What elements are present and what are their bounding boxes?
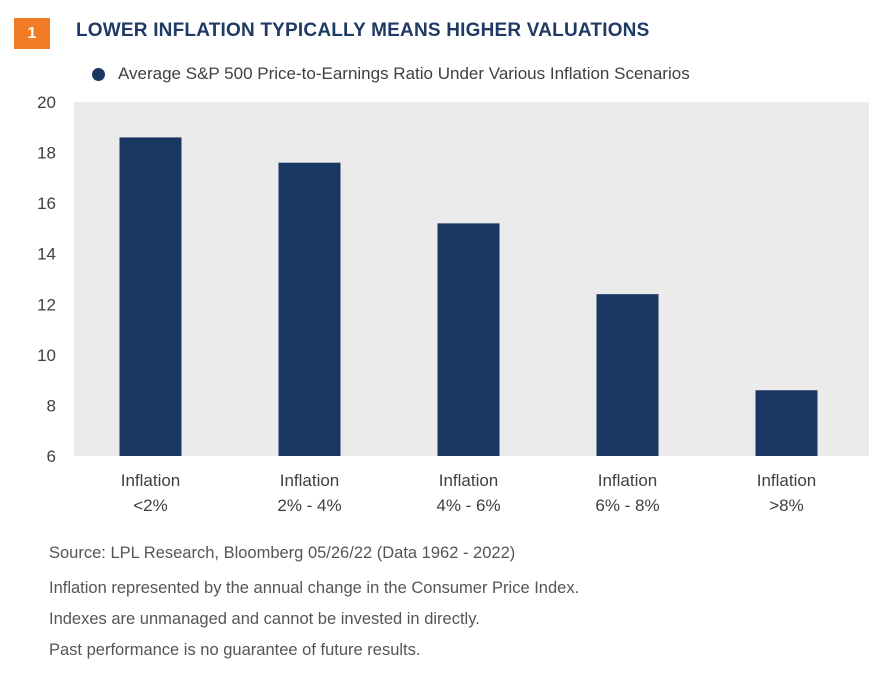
y-tick-label: 6 — [47, 447, 56, 466]
legend-dot-icon — [92, 67, 105, 81]
x-tick-label: 4% - 6% — [436, 496, 500, 515]
y-tick-label: 10 — [37, 346, 56, 365]
x-tick-label: Inflation — [280, 471, 340, 490]
x-tick-label: Inflation — [439, 471, 499, 490]
bar — [119, 137, 182, 456]
y-tick-label: 8 — [47, 396, 56, 415]
footnote-line-1: Inflation represented by the annual chan… — [49, 579, 580, 597]
y-tick-label: 16 — [37, 194, 56, 213]
x-tick-label: Inflation — [757, 471, 817, 490]
x-tick-label: 2% - 4% — [277, 496, 341, 515]
x-tick-label: Inflation — [598, 471, 658, 490]
x-tick-label: >8% — [769, 496, 804, 515]
x-tick-label: 6% - 8% — [595, 496, 659, 515]
x-tick-label: <2% — [133, 496, 168, 515]
figure-number-badge: 1 — [14, 18, 50, 49]
y-tick-label: 18 — [37, 144, 56, 163]
footnote-line-2: Indexes are unmanaged and cannot be inve… — [49, 610, 480, 628]
bar — [596, 294, 659, 456]
bar — [755, 390, 818, 456]
footnotes: Source: LPL Research, Bloomberg 05/26/22… — [49, 545, 579, 673]
bar-chart: 6 8 10 12 14 16 18 20 Inflation <2% Inflation 2% - … — [37, 93, 869, 515]
y-tick-label: 20 — [37, 93, 56, 112]
chart-title: LOWER INFLATION TYPICALLY MEANS HIGHER V… — [76, 20, 650, 41]
bar — [278, 162, 341, 456]
footnote-line-3: Past performance is no guarantee of futu… — [49, 641, 421, 659]
y-tick-label: 12 — [37, 295, 56, 314]
legend: Average S&P 500 Price-to-Earnings Ratio … — [92, 64, 690, 84]
bar — [437, 223, 500, 456]
y-tick-label: 14 — [37, 245, 56, 264]
source-note: Source: LPL Research, Bloomberg 05/26/22… — [49, 544, 516, 562]
legend-label: Average S&P 500 Price-to-Earnings Ratio … — [118, 64, 690, 83]
x-tick-label: Inflation — [121, 471, 181, 490]
